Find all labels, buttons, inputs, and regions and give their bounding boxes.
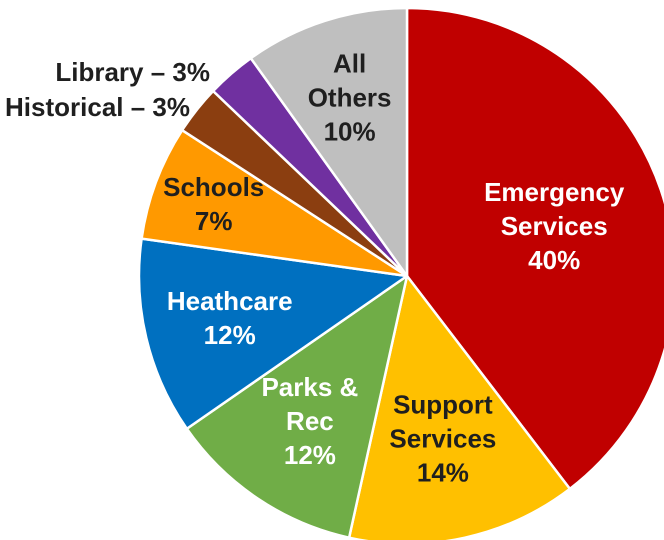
slice-label-emergency-services: Emergency Services 40% — [484, 177, 625, 275]
slice-heathcare — [137, 237, 409, 431]
slice-label-support-services: Support Services 14% — [389, 389, 496, 487]
slice-label-parks-and-rec: Parks & Rec 12% — [261, 372, 358, 470]
slice-support-services — [347, 274, 572, 540]
slice-label-schools: Schools 7% — [163, 172, 264, 236]
slice-label-heathcare: Heathcare 12% — [167, 286, 293, 350]
pie-slices — [137, 6, 664, 540]
slice-parks-and-rec — [185, 274, 409, 539]
slice-label-all-others: All Others 10% — [308, 49, 392, 147]
slice-emergency-services — [405, 6, 664, 491]
pie-labels: Emergency Services 40% Support Services 14% Pa… — [5, 49, 625, 488]
slice-schools — [140, 128, 409, 278]
slice-all-others — [249, 6, 409, 278]
slice-label-library: Library – 3% — [55, 57, 210, 87]
slice-label-historical: Historical – 3% — [5, 92, 190, 122]
